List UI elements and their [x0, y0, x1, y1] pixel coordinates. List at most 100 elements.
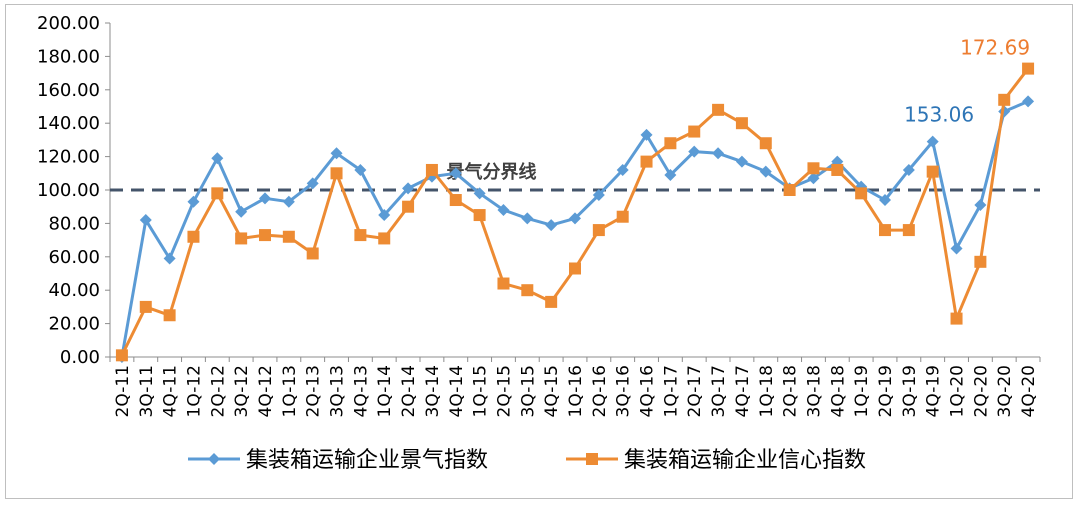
x-tick-label: 4Q-15: [542, 365, 562, 417]
data-point: [664, 168, 677, 181]
x-tick-label: 1Q-17: [661, 365, 681, 417]
legend-marker-1: [208, 453, 220, 465]
data-point: [735, 155, 748, 168]
data-point: [902, 224, 915, 237]
data-point: [545, 219, 558, 232]
data-point: [449, 194, 462, 207]
data-point: [712, 147, 725, 160]
x-tick-label: 2Q-18: [781, 365, 801, 417]
data-label: 153.06: [904, 102, 974, 126]
data-point: [282, 230, 295, 243]
x-tick-label: 4Q-17: [733, 365, 753, 417]
x-tick-label: 2Q-14: [399, 365, 419, 417]
data-point: [783, 184, 796, 196]
data-point: [592, 189, 605, 202]
x-tick-label: 2Q-17: [685, 365, 705, 417]
data-point: [330, 167, 343, 180]
y-tick-label: 180.00: [37, 46, 100, 67]
x-tick-label: 2Q-19: [876, 365, 896, 417]
x-tick-label: 1Q-15: [471, 365, 491, 417]
x-tick-label: 2Q-20: [971, 365, 991, 417]
x-tick-label: 4Q-14: [447, 365, 467, 417]
data-point: [879, 194, 891, 207]
data-point: [163, 252, 176, 265]
data-point: [449, 167, 462, 180]
data-point: [425, 163, 438, 176]
x-tick-label: 4Q-13: [351, 365, 371, 417]
data-point: [616, 210, 629, 223]
legend-marker-2: [586, 453, 598, 465]
data-point: [306, 177, 319, 190]
x-tick-label: 3Q-12: [232, 365, 252, 417]
data-point: [259, 229, 271, 242]
data-point: [855, 187, 868, 200]
data-point: [187, 230, 200, 243]
x-tick-label: 3Q-15: [518, 365, 538, 417]
x-tick-label: 1Q-13: [280, 365, 300, 417]
data-point: [211, 187, 224, 200]
x-tick-label: 1Q-18: [757, 365, 777, 417]
x-tick-label: 4Q-16: [638, 365, 658, 417]
data-point: [950, 242, 963, 255]
data-point: [974, 255, 987, 268]
x-tick-label: 1Q-20: [948, 365, 968, 417]
x-tick-label: 1Q-19: [852, 365, 872, 417]
y-tick-label: 100.00: [37, 180, 100, 201]
legend-label-2: 集装箱运输企业信心指数: [624, 448, 866, 473]
data-point: [735, 117, 748, 130]
data-point: [354, 229, 367, 242]
x-tick-label: 3Q-17: [709, 365, 729, 417]
data-point: [712, 103, 725, 116]
x-tick-label: 3Q-20: [995, 365, 1015, 417]
data-label: 172.69: [960, 36, 1030, 60]
data-point: [473, 187, 486, 200]
data-point: [354, 163, 367, 176]
reference-line-label: 景气分界线: [447, 161, 537, 183]
x-tick-label: 1Q-16: [566, 365, 586, 417]
data-point: [402, 200, 415, 213]
data-point: [497, 204, 510, 217]
data-point: [926, 135, 939, 148]
data-point: [473, 209, 486, 222]
x-tick-label: 4Q-11: [161, 365, 181, 417]
data-point: [759, 165, 772, 178]
y-tick-label: 200.00: [37, 13, 100, 34]
data-point: [259, 192, 271, 205]
y-tick-label: 60.00: [48, 247, 100, 268]
y-tick-label: 120.00: [37, 147, 100, 168]
chart-frame: [5, 4, 1073, 499]
data-point: [688, 125, 701, 138]
data-point: [902, 163, 915, 176]
data-point: [139, 214, 152, 227]
x-tick-label: 1Q-12: [184, 365, 204, 417]
x-tick-label: 2Q-11: [113, 365, 133, 417]
data-point: [569, 212, 581, 225]
series-line-2: [120, 67, 1030, 356]
data-point: [998, 93, 1011, 106]
x-tick-label: 1Q-14: [375, 365, 395, 417]
data-point: [163, 309, 176, 322]
data-point: [282, 195, 295, 208]
y-tick-label: 160.00: [37, 80, 100, 101]
data-point: [139, 300, 152, 313]
data-point: [235, 232, 248, 245]
data-point: [640, 155, 653, 168]
x-tick-label: 2Q-16: [590, 365, 610, 417]
x-tick-label: 4Q-18: [828, 365, 848, 417]
y-tick-label: 0.00: [60, 347, 100, 368]
y-tick-label: 80.00: [48, 213, 100, 234]
data-point: [926, 165, 939, 178]
data-point: [306, 247, 319, 260]
x-tick-label: 3Q-19: [900, 365, 920, 417]
data-point: [640, 128, 653, 141]
data-point: [235, 205, 248, 218]
data-point: [592, 224, 605, 237]
x-tick-label: 2Q-13: [304, 365, 324, 417]
data-point: [807, 162, 820, 175]
data-point: [1022, 95, 1035, 108]
data-point: [616, 163, 629, 176]
data-point: [187, 195, 200, 208]
data-point: [688, 145, 701, 158]
data-point: [759, 137, 772, 150]
